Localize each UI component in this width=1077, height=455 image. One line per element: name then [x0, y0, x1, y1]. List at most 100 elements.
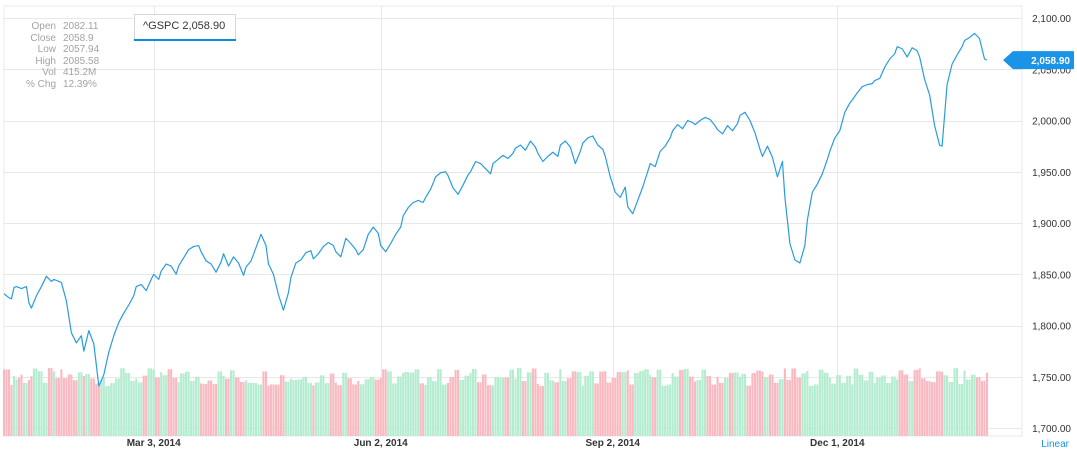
volume-bar: [519, 368, 522, 436]
volume-bar: [718, 382, 722, 436]
volume-bar: [97, 383, 100, 436]
volume-bar: [175, 377, 178, 436]
volume-bar: [72, 380, 75, 436]
volume-bar: [442, 384, 445, 436]
volume-bar: [704, 369, 707, 436]
volume-bar: [244, 380, 248, 436]
volume-bar: [307, 382, 310, 436]
volume-bar: [257, 384, 260, 436]
volume-bar: [322, 375, 325, 436]
volume-bar: [801, 373, 804, 436]
volume-bar: [459, 379, 462, 436]
volume-bar: [831, 383, 834, 436]
volume-bar: [669, 384, 672, 436]
volume-bar: [946, 375, 949, 436]
volume-bar: [616, 372, 619, 436]
volume-bar: [42, 382, 45, 436]
volume-bar: [359, 384, 362, 436]
volume-bar: [472, 368, 475, 436]
volume-bar: [893, 376, 896, 436]
volume-bar: [399, 376, 402, 436]
volume-bar: [531, 368, 534, 436]
y-tick-label: 2,000.00: [1032, 117, 1071, 128]
price-tag-value: 2,058.90: [1031, 56, 1070, 67]
volume-bar: [649, 375, 652, 436]
volume-bar: [444, 384, 447, 436]
volume-bar: [364, 379, 367, 436]
volume-bar: [369, 377, 372, 436]
volume-bar: [22, 383, 26, 436]
volume-bar: [267, 385, 270, 436]
volume-bar: [394, 383, 397, 436]
volume-bar: [559, 369, 562, 436]
volume-bar: [27, 380, 30, 436]
ohlc-row-open: Open 2082.11: [10, 21, 99, 33]
volume-bar: [476, 382, 480, 436]
volume-bar: [47, 368, 50, 436]
volume-bar: [82, 375, 85, 436]
volume-bar: [841, 382, 844, 436]
volume-bar: [501, 377, 505, 436]
volume-bar: [579, 372, 582, 436]
volume-bar: [467, 375, 470, 436]
volume-bar: [92, 378, 95, 436]
volume-bar: [110, 383, 113, 436]
volume-bar: [212, 383, 215, 436]
scale-type-label[interactable]: Linear: [1041, 439, 1069, 450]
volume-bar: [936, 371, 939, 436]
ohlc-label: Vol: [42, 67, 56, 79]
volume-bar: [379, 378, 382, 436]
volume-bar: [896, 379, 899, 436]
volume-bar: [317, 382, 320, 436]
volume-bar: [95, 383, 98, 436]
volume-bar: [464, 375, 467, 436]
volume-bar: [185, 371, 188, 436]
volume-bar: [596, 383, 599, 436]
price-series: [3, 32, 988, 387]
volume-bar: [302, 376, 305, 436]
volume-bar: [970, 374, 974, 436]
volume-bar: [821, 369, 824, 436]
volume-bar: [269, 384, 273, 436]
volume-bar: [102, 377, 105, 436]
volume-bar: [901, 370, 904, 436]
volume-bar: [878, 377, 881, 436]
volume-bar: [187, 371, 190, 436]
volume-bar: [112, 383, 115, 436]
volume-bar: [636, 372, 639, 436]
volume-bar: [272, 384, 275, 436]
volume-bar: [671, 373, 674, 436]
volume-bar: [838, 375, 841, 436]
volume-bar: [327, 383, 330, 436]
volume-bar: [646, 369, 649, 436]
volume-bar: [908, 381, 911, 436]
volume-bar: [304, 376, 307, 436]
volume-bar: [37, 371, 40, 436]
volume-bar: [349, 378, 352, 436]
volume-bar: [484, 374, 487, 436]
volume-bar: [402, 372, 405, 436]
volume-bar: [387, 371, 390, 436]
legend-line-swatch: [134, 39, 236, 41]
volume-bar: [606, 382, 609, 436]
ohlc-panel: Open 2082.11 Close 2058.9 Low 2057.94 High 2…: [10, 21, 99, 91]
volume-bar: [67, 374, 70, 436]
volume-bar: [911, 381, 914, 436]
volume-bar: [569, 378, 572, 436]
volume-bar: [958, 383, 961, 436]
volume-bar: [594, 383, 597, 436]
volume-bar: [686, 368, 689, 436]
volume-bar: [299, 379, 302, 436]
volume-bar: [923, 378, 926, 436]
volume-bar: [881, 375, 884, 436]
series-legend[interactable]: ^GSPC 2,058.90: [134, 14, 236, 41]
volume-bar: [599, 371, 602, 436]
volume-bar: [651, 377, 654, 436]
volume-bar: [938, 371, 941, 436]
volume-bar: [172, 377, 175, 436]
volume-bar: [811, 385, 814, 436]
volume-bar: [943, 375, 946, 436]
volume-bar: [576, 372, 579, 436]
volume-bar: [751, 373, 754, 436]
volume-bar: [107, 385, 110, 436]
